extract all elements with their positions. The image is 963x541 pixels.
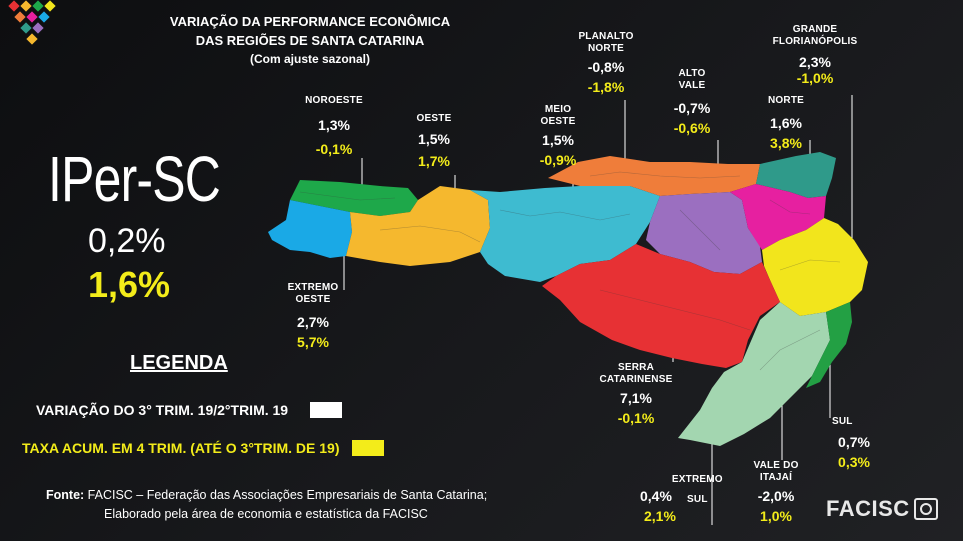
region-name: NOROESTE [305,95,363,106]
region-label-sul: SUL 0,7% 0,3% [826,416,882,472]
region-norte [756,152,836,198]
region-accumulated: 5,7% [297,334,329,350]
region-variation: 2,3% [799,54,831,70]
region-name-1: EXTREMO [287,282,339,293]
region-variation: -2,0% [757,488,795,504]
region-variation: 1,5% [542,132,574,148]
region-serra-catarinense [542,244,780,368]
legend-swatch-white [310,402,343,418]
region-label-alto-vale: ALTO VALE -0,7% -0,6% [662,68,722,138]
title-line-3: (Com ajuste sazonal) [249,52,371,66]
region-vale-do-itajai [730,184,826,250]
region-label-extremo-sul: 0,4% EXTREMO SUL 2,1% [640,474,723,526]
region-name-2: ITAJAÍ [759,472,793,483]
chart-title: VARIAÇÃO DA PERFORMANCE ECONÔMICA DAS RE… [110,12,510,69]
region-noroeste [290,180,418,216]
region-accumulated: -1,0% [796,70,834,86]
region-name-1: PLANALTO [578,31,634,42]
region-label-vale-do-itajai: VALE DO ITAJAÍ -2,0% 1,0% [746,460,806,526]
region-name-2: CATARINENSE [599,374,673,385]
region-variation: 2,7% [297,314,329,330]
legend-label-variation: VARIAÇÃO DO 3° TRIM. 19/2°TRIM. 19 [36,402,289,418]
legend-item-variation: VARIAÇÃO DO 3° TRIM. 19/2°TRIM. 19 [36,402,343,418]
region-name: OESTE [416,113,452,124]
region-variation: 1,6% [770,115,802,131]
region-label-noroeste: NOROESTE 1,3% -0,1% [304,95,364,159]
legend-swatch-yellow [351,440,384,456]
index-accumulated: 1,6% [88,264,171,305]
legend-label-accumulated: TAXA ACUM. EM 4 TRIM. (ATÉ O 3°TRIM. DE … [22,440,340,456]
region-extremo-oeste [268,200,352,258]
region-grande-florianopolis [762,218,868,316]
region-meio-oeste [470,186,660,282]
region-name-2: OESTE [540,116,576,127]
region-variation: 1,3% [318,117,350,133]
region-label-extremo-oeste: EXTREMO OESTE 2,7% 5,7% [283,282,343,352]
source-line-2: Elaborado pela área de economia e estatí… [104,507,428,521]
region-name-2: OESTE [295,294,331,305]
region-oeste [346,186,490,266]
logo-text: FACISC [826,496,910,521]
region-extremo-sul [678,302,830,446]
logo-mark-icon [913,498,938,520]
index-name: IPer-SC [48,143,221,215]
region-sul [806,302,852,388]
region-variation: 0,4% [640,488,672,504]
index-variation: 0,2% [88,222,166,260]
region-label-meio-oeste: MEIO OESTE 1,5% -0,9% [528,104,588,170]
source-line-1: FACISC – Federação das Associações Empre… [87,488,488,502]
region-name-1: GRANDE [792,24,838,35]
region-name-2: NORTE [588,43,624,54]
region-variation: 7,1% [620,390,652,406]
region-accumulated: 3,8% [770,135,802,151]
facisc-logo: FACISC [826,496,938,522]
title-line-1: VARIAÇÃO DA PERFORMANCE ECONÔMICA [169,14,451,29]
region-name-1: SERRA [617,362,654,373]
region-accumulated: -0,1% [315,141,353,157]
region-accumulated: -1,8% [587,79,625,95]
region-variation: 0,7% [838,434,870,450]
region-accumulated: -0,6% [673,120,711,136]
region-name: NORTE [768,95,804,106]
region-accumulated: 1,0% [760,508,792,524]
region-label-planalto-norte: PLANALTO NORTE -0,8% -1,8% [566,31,646,97]
region-name-1: MEIO [544,104,572,115]
region-name-2: FLORIANÓPOLIS [772,36,858,47]
region-accumulated: 1,7% [418,153,450,169]
region-variation: 1,5% [418,131,450,147]
region-name: SUL [832,416,853,427]
legend-item-accumulated: TAXA ACUM. EM 4 TRIM. (ATÉ O 3°TRIM. DE … [22,440,384,456]
region-label-oeste: OESTE 1,5% 1,7% [404,113,464,171]
region-planalto-norte [548,156,760,196]
region-accumulated: -0,1% [617,410,655,426]
region-name-2: VALE [678,80,706,91]
region-label-grande-florianopolis: GRANDE FLORIANÓPOLIS 2,3% -1,0% [768,24,862,88]
region-name-2: SUL [687,494,708,505]
region-accumulated: -0,9% [539,152,577,168]
region-alto-vale [646,192,762,274]
region-accumulated: 2,1% [644,508,676,524]
region-label-serra-catarinense: SERRA CATARINENSE 7,1% -0,1% [598,362,674,428]
region-name-1: ALTO [678,68,706,79]
region-variation: -0,7% [673,100,711,116]
source-note: Fonte: FACISC – Federação das Associaçõe… [46,486,566,524]
region-label-norte: NORTE 1,6% 3,8% [756,95,816,153]
municipality-borders [299,171,841,371]
region-name-1: EXTREMO [671,474,723,485]
source-label: Fonte: [46,488,85,502]
region-accumulated: 0,3% [838,454,870,470]
region-variation: -0,8% [587,59,625,75]
legend-title: LEGENDA [130,352,228,374]
title-line-2: DAS REGIÕES DE SANTA CATARINA [195,33,425,48]
region-name-1: VALE DO [753,460,799,471]
